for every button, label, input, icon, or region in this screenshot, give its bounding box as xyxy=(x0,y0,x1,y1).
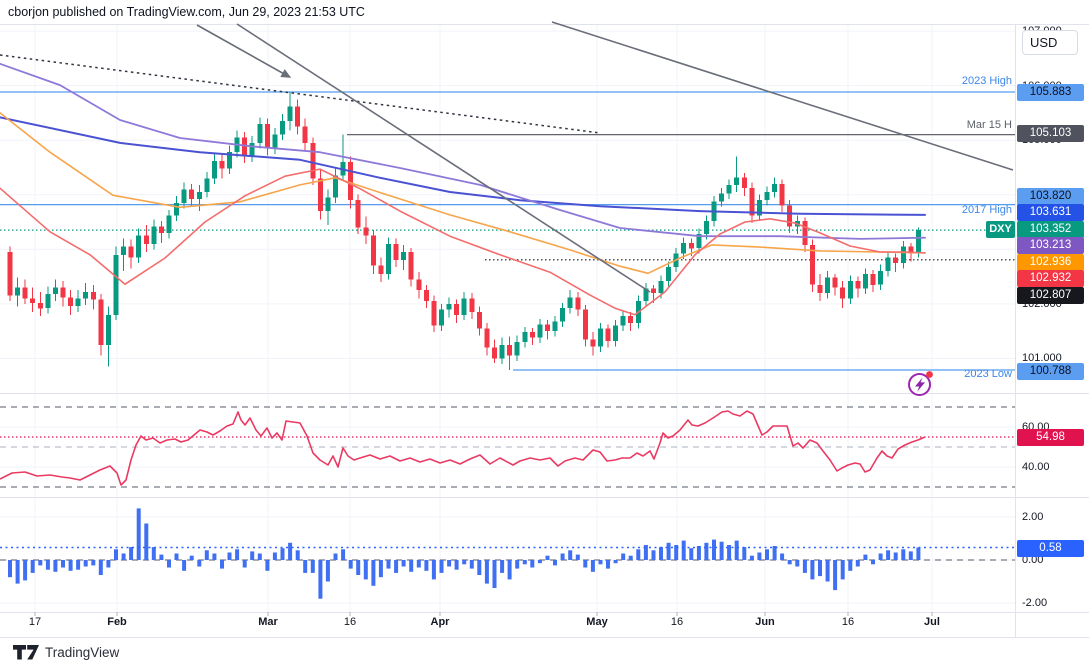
price-badge: 0.58 xyxy=(1017,539,1084,557)
price-badge: 102.807 xyxy=(1017,286,1084,304)
time-axis-label: May xyxy=(586,616,608,628)
tradingview-logo[interactable]: TradingView xyxy=(13,645,119,660)
price-badge: 54.98 xyxy=(1017,428,1084,446)
time-axis-label: Mar xyxy=(258,616,278,628)
pane-separators xyxy=(0,24,1089,638)
label-mar-15-high: Mar 15 H xyxy=(966,119,1012,131)
tradingview-logo-text: TradingView xyxy=(45,645,120,660)
axis-tick-label: 101.000 xyxy=(1022,352,1062,365)
axis-tick-label: 0.00 xyxy=(1022,554,1044,566)
price-badge: 103.631 xyxy=(1017,203,1084,221)
histogram-pane xyxy=(0,508,1015,599)
time-axis-label: Jul xyxy=(924,616,940,628)
price-badge: 103.213 xyxy=(1017,236,1084,254)
price-badge: 103.820 xyxy=(1017,187,1084,205)
gridlines xyxy=(0,24,1015,612)
flash-ideas-icon[interactable] xyxy=(905,369,937,399)
ma-purple xyxy=(0,62,926,240)
symbol-price-chip: DXY xyxy=(986,221,1015,238)
time-axis-label: Apr xyxy=(430,616,450,628)
time-axis-label: 16 xyxy=(343,616,357,628)
rsi-line xyxy=(0,410,926,486)
trendlines xyxy=(0,21,1014,293)
publish-attribution: cborjon published on TradingView.com, Ju… xyxy=(8,5,365,19)
price-badge: 102.936 xyxy=(1017,253,1084,271)
label-2023-low: 2023 Low xyxy=(964,368,1012,380)
ma-red xyxy=(0,168,926,316)
time-axis-label: Feb xyxy=(107,616,127,628)
price-badge: 105.883 xyxy=(1017,83,1084,101)
time-axis-label: 16 xyxy=(670,616,684,628)
axis-tick-label: 40.00 xyxy=(1022,461,1050,473)
axis-tick-label: 2.00 xyxy=(1022,511,1044,523)
label-2023-high: 2023 High xyxy=(961,75,1012,87)
ma-orange xyxy=(0,112,926,275)
ma-blue xyxy=(0,116,926,216)
price-badge: 102.932 xyxy=(1017,269,1084,287)
candles xyxy=(7,92,921,370)
currency-selector-button[interactable]: USD xyxy=(1022,30,1078,55)
moving-averages xyxy=(0,62,926,316)
price-badge: 105.103 xyxy=(1017,124,1084,142)
tradingview-logo-icon xyxy=(13,645,39,660)
label-2017-high: 2017 High xyxy=(961,204,1012,216)
price-badge: 103.352 xyxy=(1017,220,1084,238)
time-axis-label: 16 xyxy=(841,616,855,628)
time-axis-label: 17 xyxy=(28,616,42,628)
rsi-pane xyxy=(0,406,1015,488)
axis-tick-label: -2.00 xyxy=(1022,597,1048,609)
price-badge: 100.788 xyxy=(1017,362,1084,380)
time-axis-label: Jun xyxy=(755,616,775,628)
